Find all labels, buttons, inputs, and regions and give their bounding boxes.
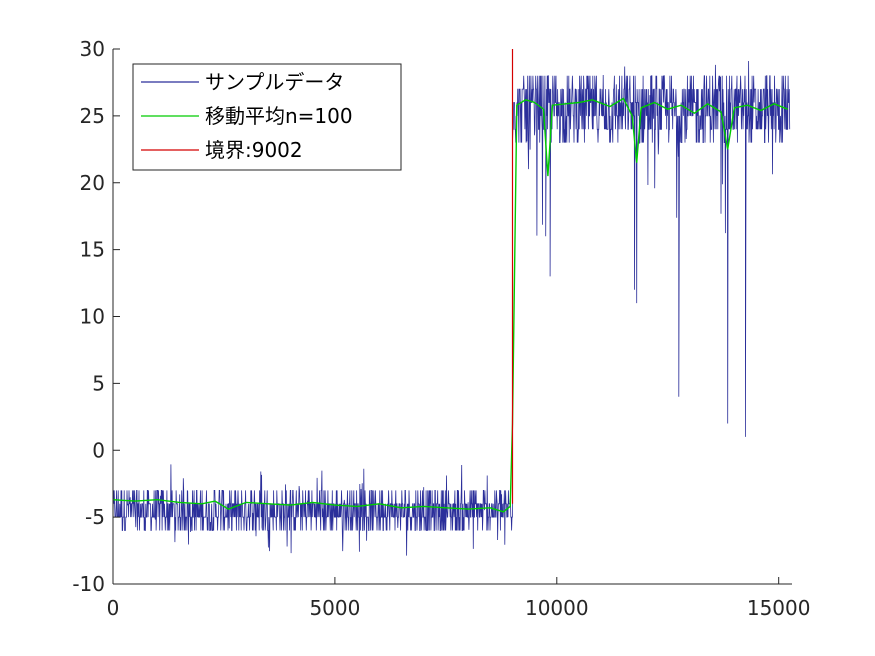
y-tick-label: -10: [72, 572, 105, 596]
y-tick-label: 25: [80, 104, 105, 128]
legend-label: 境界:9002: [205, 138, 303, 162]
x-tick-label: 0: [107, 596, 120, 620]
x-tick-label: 10000: [525, 596, 589, 620]
y-tick-label: 30: [80, 37, 105, 61]
x-tick-label: 5000: [309, 596, 360, 620]
y-tick-label: 5: [92, 371, 105, 395]
x-tick-label: 15000: [747, 596, 811, 620]
legend-label: 移動平均n=100: [205, 104, 353, 128]
y-tick-label: 0: [92, 438, 105, 462]
series-moving-average-line: [112, 97, 788, 513]
y-tick-label: 20: [80, 171, 105, 195]
legend-label: サンプルデータ: [205, 70, 344, 94]
y-tick-label: 15: [80, 238, 105, 262]
series-sample-data-line: [112, 60, 791, 556]
axes-layer: 0 5000 10000 15000 -10 -5 0 5 10 15 20 25 30: [72, 37, 810, 620]
y-tick-label: -5: [85, 505, 105, 529]
series-layer: [112, 49, 791, 556]
y-tick-label: 10: [80, 305, 105, 329]
